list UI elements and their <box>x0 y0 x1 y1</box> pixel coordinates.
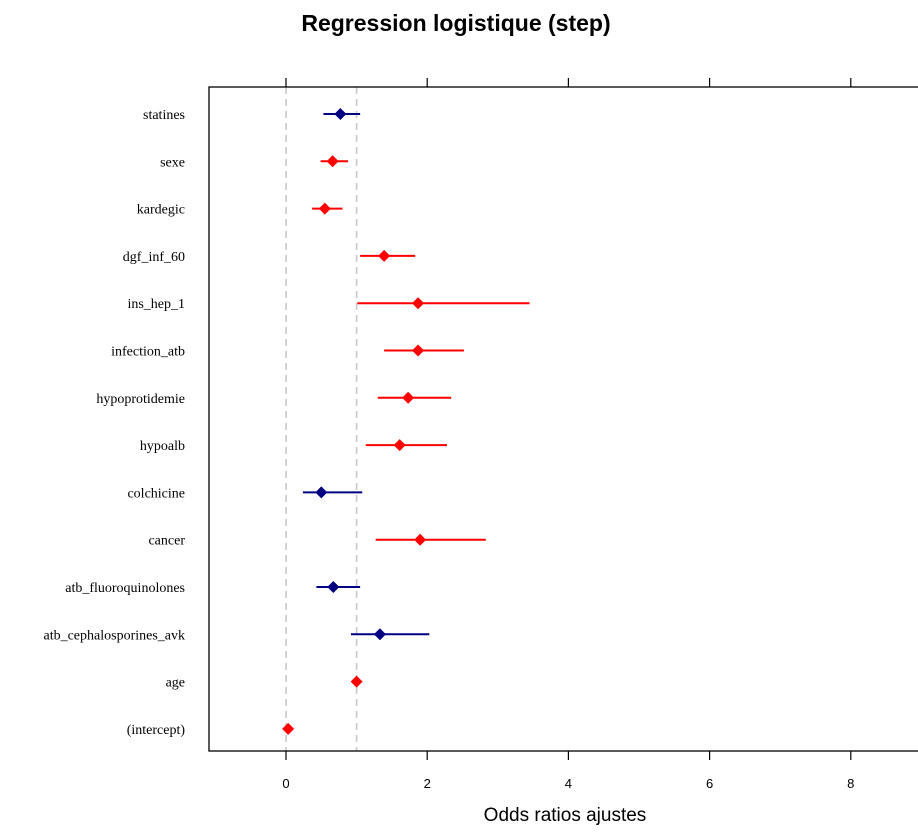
category-label: cancer <box>148 534 185 549</box>
odds-ratio-point <box>373 628 386 641</box>
odds-ratio-point <box>393 439 406 452</box>
odds-ratio-point <box>327 581 340 593</box>
category-label: ins_hep_1 <box>127 297 185 312</box>
odds-ratio-point <box>412 297 425 310</box>
category-label: (intercept) <box>127 723 186 738</box>
odds-ratio-point <box>378 249 391 262</box>
odds-ratio-point <box>412 344 425 357</box>
x-axis-label: Odds ratios ajustes <box>484 805 647 826</box>
category-label: dgf_inf_60 <box>123 250 185 265</box>
odds-ratio-point <box>402 391 415 404</box>
x-axis-ticks: 0 2 4 6 8 <box>282 78 854 791</box>
x-tick-label: 8 <box>847 776 854 791</box>
odds-ratio-point <box>282 722 295 735</box>
odds-ratio-point <box>350 675 363 688</box>
odds-ratio-point <box>315 486 328 499</box>
category-label: atb_cephalosporines_avk <box>43 628 185 643</box>
plot-frame <box>208 86 918 752</box>
x-tick-label: 4 <box>565 776 572 791</box>
category-label: infection_atb <box>111 345 185 360</box>
category-label: colchicine <box>127 486 185 501</box>
x-tick-label: 0 <box>282 776 289 791</box>
variable-rows: statines sexe kardegic dgf_inf_60 ins_hep_1i… <box>43 108 530 738</box>
x-tick-label: 6 <box>706 776 713 791</box>
category-label: statines <box>143 108 185 123</box>
x-tick-label: 2 <box>424 776 431 791</box>
category-label: kardegic <box>137 203 185 218</box>
category-label: atb_fluoroquinolones <box>65 581 185 596</box>
category-label: age <box>166 676 185 691</box>
odds-ratio-point <box>318 202 331 215</box>
odds-ratio-point <box>326 155 339 168</box>
category-label: hypoalb <box>140 439 185 454</box>
category-label: hypoprotidemie <box>96 392 185 407</box>
chart-title: Regression logistique (step) <box>301 10 610 36</box>
reference-lines <box>285 87 358 751</box>
odds-ratio-point <box>334 108 347 120</box>
odds-ratio-point <box>414 533 427 546</box>
category-label: sexe <box>160 155 185 170</box>
